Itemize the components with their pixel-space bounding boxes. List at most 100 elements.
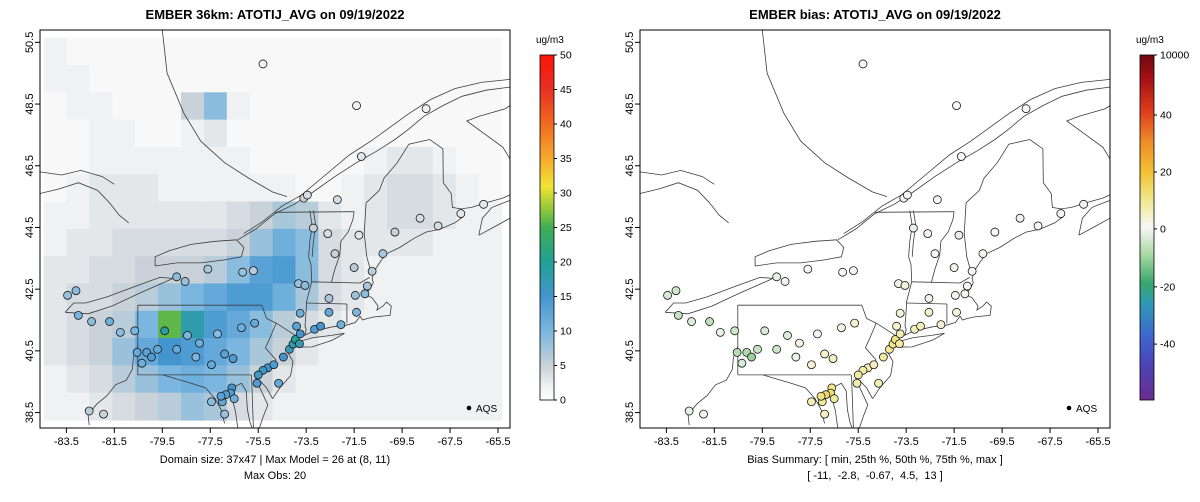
station-point [356, 152, 366, 161]
x-tick-label: -71.5 [942, 436, 967, 448]
x-tick-label: -65.5 [1085, 436, 1110, 448]
station-point [816, 391, 826, 401]
model-panel: -83.5 -81.5 -79.5 -77.5 -75.5 -73.5 -71.5 -69.5… [24, 7, 572, 482]
station-point [269, 360, 279, 370]
station-point [930, 249, 940, 259]
x-tick-label: -81.5 [102, 436, 127, 448]
aqs-legend-label: AQS [476, 404, 497, 415]
bias-title: EMBER bias: ATOTIJ_AVG on 09/19/2022 [749, 7, 1001, 22]
station-point [99, 409, 108, 419]
station-point [954, 230, 964, 240]
map-area [40, 30, 510, 428]
aqs-legend-dot [1066, 405, 1072, 411]
aqs-legend-dot [466, 405, 472, 411]
station-point [183, 331, 192, 340]
station-point [300, 281, 310, 290]
station-point [900, 281, 910, 290]
station-point [663, 290, 672, 300]
station-point [803, 264, 813, 274]
station-point [858, 59, 868, 69]
colorbar-tick-label: 25 [560, 222, 572, 234]
x-tick-label: -75.5 [246, 436, 271, 448]
bias-map-svg: -83.5 -81.5 -79.5 -77.5 -75.5 -73.5 -71.5 -69.5… [624, 29, 1189, 448]
colorbar-tick-label: 20 [1160, 166, 1172, 178]
station-point [237, 323, 246, 333]
station-point [950, 290, 960, 300]
x-tick-label: -75.5 [846, 436, 871, 448]
map-area [640, 30, 1110, 428]
y-tick-label: 50.5 [624, 32, 636, 53]
x-tick-label: -67.5 [1038, 436, 1063, 448]
station-point [1056, 209, 1066, 218]
x-tick-label: -83.5 [654, 436, 679, 448]
station-point [115, 327, 125, 337]
station-point [732, 348, 742, 357]
station-point [849, 266, 858, 276]
station-point [191, 352, 201, 362]
station-point [783, 331, 792, 340]
station-point [203, 264, 213, 274]
station-point [354, 230, 364, 240]
colorbar-tick-label: 0 [1160, 223, 1166, 235]
station-point [153, 344, 162, 354]
station-point [1033, 221, 1043, 231]
station-point [949, 263, 959, 272]
station-point [895, 329, 905, 339]
aqs-legend: AQS [1066, 404, 1097, 415]
colorbar-tick-label: 50 [560, 50, 572, 62]
station-point [229, 394, 239, 404]
station-point [853, 370, 863, 380]
station-point [908, 223, 918, 233]
colorbar-tick-label: 10 [560, 326, 572, 338]
station-point [349, 263, 359, 272]
station-point [228, 354, 238, 363]
colorbar: ug/m3 -40 -20 0 20 40 10000 [1136, 35, 1189, 401]
y-tick-label: 46.5 [24, 155, 36, 176]
station-point [479, 199, 489, 209]
station-point [956, 152, 966, 161]
station-point [869, 360, 879, 370]
station-point [367, 266, 377, 276]
station-point [924, 307, 934, 317]
station-point [829, 394, 839, 404]
x-tick-label: -67.5 [438, 436, 463, 448]
station-point [895, 308, 905, 318]
plot-box [639, 29, 1111, 429]
station-point [84, 406, 94, 416]
map-outlines [640, 30, 1110, 428]
station-point [990, 227, 1000, 237]
colorbar-tick-label: 40 [560, 119, 572, 131]
station-point [952, 101, 961, 110]
station-point [207, 360, 216, 370]
station-point [837, 323, 846, 333]
station-point [923, 229, 933, 239]
station-point [807, 397, 816, 407]
x-tick-label: -83.5 [54, 436, 79, 448]
colorbar-tick-label: 35 [560, 153, 572, 165]
y-tick-label: 46.5 [624, 155, 636, 176]
aqs-legend: AQS [466, 404, 497, 415]
x-tick-label: -77.5 [798, 436, 823, 448]
station-point [895, 339, 904, 349]
station-point [378, 249, 388, 259]
station-point [87, 317, 96, 326]
station-point [730, 326, 740, 336]
y-tick-label: 40.5 [24, 340, 36, 361]
station-point [1079, 199, 1089, 209]
station-point [850, 318, 860, 328]
station-point [362, 281, 372, 291]
station-point [673, 310, 683, 320]
axes: -83.5 -81.5 -79.5 -77.5 -75.5 -73.5 -71.5 -69.5… [24, 32, 511, 448]
station-point [684, 406, 694, 416]
station-point [828, 354, 838, 363]
model-caption-line1: Domain size: 37x47 | Max Model = 26 at (… [159, 454, 391, 466]
x-tick-label: -79.5 [750, 436, 775, 448]
colorbar-tick-label: -40 [1160, 339, 1175, 351]
y-tick-label: 40.5 [624, 340, 636, 361]
station-point [360, 289, 370, 299]
station-point [780, 277, 790, 286]
station-point [352, 307, 361, 317]
colorbar-tick-label: 0 [560, 395, 566, 407]
x-tick-label: -79.5 [150, 436, 175, 448]
axes: -83.5 -81.5 -79.5 -77.5 -75.5 -73.5 -71.5 -69.5… [624, 32, 1111, 448]
